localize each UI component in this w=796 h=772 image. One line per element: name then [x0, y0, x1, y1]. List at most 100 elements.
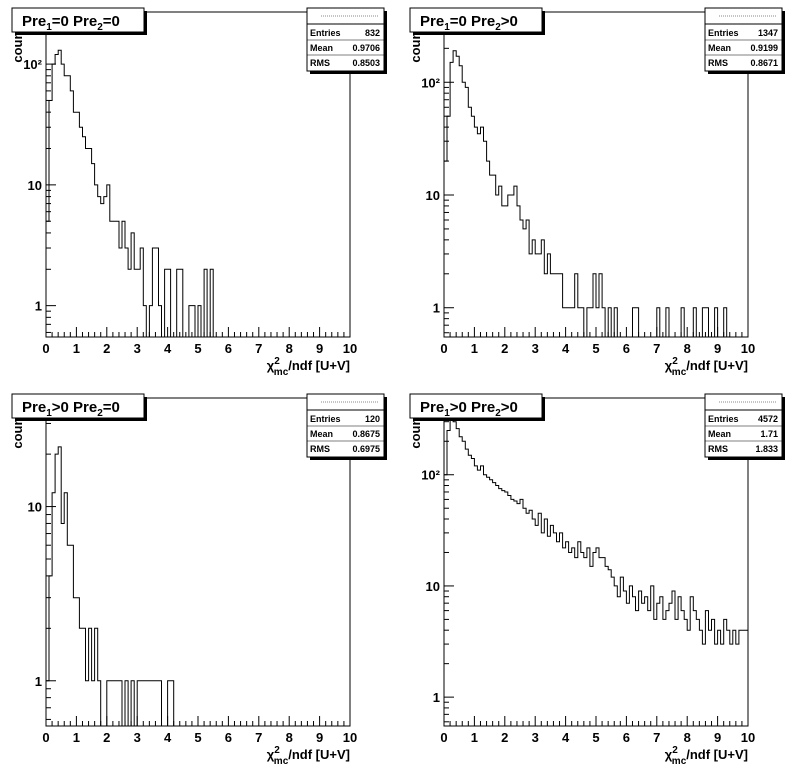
x-tick-label: 3	[532, 730, 539, 745]
x-tick-label: 4	[562, 341, 570, 356]
x-tick-label: 7	[255, 730, 262, 745]
x-axis-label: χ2 mc/ndf [U+V]	[267, 356, 350, 378]
title-sub: 2	[495, 22, 501, 33]
stats-box: Entries 832 Mean 0.9706 RMS 0.8503	[306, 7, 387, 74]
stats-shadow	[708, 71, 785, 74]
x-label-rest: /ndf [U+V]	[288, 747, 350, 762]
stats-box: Entries 4572 Mean 1.71 RMS 1.833	[704, 393, 785, 460]
x-tick-label: 9	[316, 730, 323, 745]
x-tick-label: 0	[42, 341, 49, 356]
x-tick-label: 4	[164, 730, 172, 745]
stats-key-entries: Entries	[310, 28, 341, 38]
title-shadow	[15, 32, 147, 35]
title-sub: 2	[495, 408, 501, 419]
y-tick-label: 1	[35, 674, 42, 689]
x-tick-label: 7	[653, 341, 660, 356]
x-label-sup: 2	[672, 745, 678, 756]
y-tick-label: 1	[433, 690, 440, 705]
stats-shadow	[384, 11, 387, 74]
x-tick-label: 10	[741, 730, 755, 745]
title-text: Pre1>0 Pre2=0	[22, 399, 120, 419]
stats-value-mean: 0.9199	[750, 43, 778, 53]
title-cond: =0 Pre	[450, 13, 495, 30]
x-tick-label: 10	[343, 730, 357, 745]
x-tick-label: 9	[316, 341, 323, 356]
y-tick-label: 10²	[23, 57, 42, 72]
title-cond: >0 Pre	[52, 399, 97, 416]
stats-value-entries: 1347	[758, 28, 778, 38]
stats-frame	[704, 393, 783, 458]
title-text: Pre1>0 Pre2>0	[420, 399, 518, 419]
y-tick-label: 1	[35, 299, 42, 314]
panel-title: Pre1>0 Pre2>0	[409, 393, 545, 421]
title-sub: 2	[97, 408, 103, 419]
title-cond: =0 Pre	[52, 13, 97, 30]
title-box	[409, 393, 543, 419]
stats-key-rms: RMS	[708, 444, 728, 454]
title-shadow	[413, 418, 545, 421]
stats-key-entries: Entries	[708, 28, 739, 38]
y-tick-label: 10	[28, 178, 42, 193]
x-tick-label: 9	[714, 730, 721, 745]
x-tick-label: 1	[471, 730, 478, 745]
stats-frame	[704, 7, 783, 72]
stats-value-rms: 0.6975	[352, 444, 380, 454]
histogram-line	[443, 50, 748, 338]
x-tick-label: 4	[164, 341, 172, 356]
stats-frame	[306, 393, 385, 458]
stats-shadow	[782, 397, 785, 460]
title-sub: 1	[444, 22, 450, 33]
title-cond: =0	[103, 13, 120, 30]
stats-shadow	[310, 71, 387, 74]
x-label-sub: mc	[672, 367, 687, 378]
x-tick-label: 1	[471, 341, 478, 356]
histogram-line	[45, 446, 350, 727]
stats-key-entries: Entries	[708, 414, 739, 424]
x-tick-label: 1	[73, 730, 80, 745]
x-label-rest: /ndf [U+V]	[686, 747, 748, 762]
title-sub: 2	[97, 22, 103, 33]
x-tick-label: 8	[286, 341, 293, 356]
stats-shadow	[708, 457, 785, 460]
title-box	[11, 7, 145, 33]
title-text: Pre1=0 Pre2>0	[420, 13, 518, 33]
x-tick-label: 7	[255, 341, 262, 356]
title-pre: Pre	[420, 399, 444, 416]
x-tick-label: 2	[103, 341, 110, 356]
stats-box: Entries 1347 Mean 0.9199 RMS 0.8671	[704, 7, 785, 74]
panel-title: Pre1=0 Pre2=0	[11, 7, 147, 35]
title-shadow	[144, 397, 147, 421]
title-text: Pre1=0 Pre2=0	[22, 13, 120, 33]
x-label-chi: χ	[665, 358, 673, 373]
x-tick-label: 1	[73, 341, 80, 356]
x-label-sup: 2	[274, 356, 280, 367]
x-tick-label: 8	[684, 730, 691, 745]
histogram-line	[443, 413, 749, 726]
title-cond: >0	[501, 13, 518, 30]
stats-value-entries: 120	[365, 414, 380, 424]
stats-value-rms: 0.8503	[352, 58, 380, 68]
title-pre: Pre	[420, 13, 444, 30]
stats-value-rms: 0.8671	[750, 58, 778, 68]
stats-value-entries: 832	[365, 28, 380, 38]
x-tick-label: 10	[343, 341, 357, 356]
x-tick-label: 8	[286, 730, 293, 745]
x-tick-label: 2	[501, 730, 508, 745]
stats-value-mean: 1.71	[760, 429, 778, 439]
title-shadow	[542, 11, 545, 35]
stats-key-rms: RMS	[708, 58, 728, 68]
title-pre: Pre	[22, 13, 46, 30]
stats-key-mean: Mean	[708, 43, 731, 53]
stats-box: Entries 120 Mean 0.8675 RMS 0.6975	[306, 393, 387, 460]
y-tick-label: 1	[433, 301, 440, 316]
stats-shadow	[384, 397, 387, 460]
title-sub: 1	[444, 408, 450, 419]
plot-frame	[45, 11, 351, 338]
panel-title: Pre1=0 Pre2>0	[409, 7, 545, 35]
title-box	[11, 393, 145, 419]
x-tick-label: 6	[623, 730, 630, 745]
